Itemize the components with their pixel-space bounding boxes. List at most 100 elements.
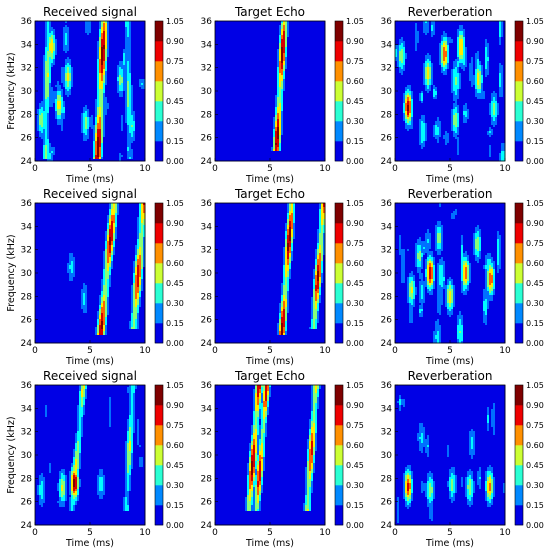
colorbar-tick-label: 0.75	[526, 57, 544, 66]
y-tick-label: 36	[21, 199, 33, 209]
colorbar-tick-label: 0.30	[166, 481, 184, 490]
colorbar-band	[155, 303, 163, 323]
y-tick-label: 36	[201, 381, 213, 391]
colorbar-tick-label: 0.00	[346, 157, 364, 166]
y-tick-label: 26	[21, 134, 33, 144]
colorbar-band	[515, 465, 523, 485]
colorbar-tick-label: 0.30	[166, 299, 184, 308]
x-axis-label: Time (ms)	[245, 538, 294, 549]
y-axis-label: Frequency (kHz)	[6, 416, 17, 493]
colorbar-band	[155, 505, 163, 525]
x-tick-label: 0	[392, 164, 398, 174]
colorbar-band	[155, 21, 163, 41]
colorbar-tick-label: 0.90	[166, 37, 184, 46]
colorbar-band	[155, 385, 163, 405]
colorbar-band	[515, 243, 523, 263]
panel-title: Target Echo	[234, 369, 305, 383]
y-tick-label: 36	[21, 381, 33, 391]
y-tick-label: 30	[381, 269, 393, 279]
y-tick-label: 26	[201, 134, 213, 144]
colorbar-tick-label: 0.15	[526, 137, 544, 146]
y-tick-label: 34	[21, 40, 33, 50]
colorbar-band	[155, 485, 163, 505]
colorbar-band	[515, 445, 523, 465]
colorbar-band	[155, 121, 163, 141]
colorbar-band	[335, 101, 343, 121]
colorbar-tick-label: 0.30	[526, 481, 544, 490]
colorbar-tick-label: 0.90	[526, 37, 544, 46]
heatmap-cells	[215, 385, 325, 525]
colorbar-band	[335, 41, 343, 61]
panel-title: Received signal	[43, 187, 137, 201]
x-tick-label: 5	[447, 346, 453, 356]
colorbar-band	[335, 81, 343, 101]
colorbar-band	[155, 323, 163, 343]
y-tick-label: 32	[21, 246, 32, 256]
panel-title: Reverberation	[408, 187, 493, 201]
y-tick-label: 30	[381, 87, 393, 97]
colorbar-tick-label: 1.05	[166, 199, 184, 208]
colorbar-band	[155, 465, 163, 485]
y-tick-label: 36	[201, 17, 213, 27]
colorbar-band	[335, 243, 343, 263]
x-tick-label: 5	[447, 164, 453, 174]
colorbar-tick-label: 0.75	[166, 421, 184, 430]
x-axis-label: Time (ms)	[425, 538, 474, 549]
colorbar-tick-label: 0.90	[346, 401, 364, 410]
colorbar-band	[335, 323, 343, 343]
colorbar-tick-label: 0.15	[346, 137, 364, 146]
heatmap-cells	[395, 203, 505, 343]
colorbar-tick-label: 0.00	[346, 339, 364, 348]
colorbar-band	[515, 61, 523, 81]
colorbar-band	[335, 263, 343, 283]
colorbar-tick-label: 0.90	[166, 219, 184, 228]
y-tick-label: 32	[381, 246, 392, 256]
colorbar: 0.000.150.300.450.600.750.901.05	[155, 381, 184, 530]
y-tick-label: 32	[201, 64, 212, 74]
y-tick-label: 34	[201, 404, 213, 414]
colorbar-tick-label: 0.15	[346, 501, 364, 510]
colorbar-tick-label: 0.45	[346, 97, 364, 106]
y-tick-label: 24	[201, 521, 213, 531]
colorbar-tick-label: 0.90	[346, 37, 364, 46]
colorbar-band	[515, 21, 523, 41]
colorbar-band	[335, 223, 343, 243]
heatmap-cells	[395, 21, 505, 161]
colorbar: 0.000.150.300.450.600.750.901.05	[335, 17, 364, 166]
colorbar-tick-label: 0.60	[526, 77, 544, 86]
colorbar-tick-label: 0.00	[166, 157, 184, 166]
x-tick-label: 10	[319, 164, 331, 174]
colorbar-tick-label: 1.05	[526, 17, 544, 26]
heatmap-cells	[35, 203, 145, 343]
x-axis-label: Time (ms)	[65, 538, 114, 549]
colorbar-band	[515, 263, 523, 283]
y-tick-label: 36	[381, 199, 393, 209]
y-tick-label: 32	[381, 64, 392, 74]
x-tick-label: 10	[139, 346, 151, 356]
y-tick-label: 34	[201, 40, 213, 50]
heatmap-cells	[35, 21, 145, 161]
colorbar-tick-label: 0.60	[166, 77, 184, 86]
colorbar-band	[155, 203, 163, 223]
x-tick-label: 5	[267, 164, 273, 174]
x-tick-label: 0	[212, 346, 218, 356]
y-tick-label: 32	[201, 246, 212, 256]
colorbar-tick-label: 0.75	[346, 421, 364, 430]
x-tick-label: 5	[267, 346, 273, 356]
colorbar-band	[335, 405, 343, 425]
y-tick-label: 30	[21, 269, 33, 279]
x-tick-label: 5	[447, 528, 453, 538]
x-tick-label: 10	[319, 528, 331, 538]
colorbar-tick-label: 0.00	[526, 521, 544, 530]
colorbar-band	[515, 505, 523, 525]
colorbar-band	[335, 465, 343, 485]
y-tick-label: 26	[21, 498, 33, 508]
colorbar-tick-label: 0.15	[526, 501, 544, 510]
heatmap-cells	[215, 21, 325, 161]
colorbar-tick-label: 0.45	[346, 461, 364, 470]
colorbar-band	[335, 505, 343, 525]
y-tick-label: 32	[21, 64, 32, 74]
y-tick-label: 24	[381, 339, 393, 349]
colorbar-band	[155, 445, 163, 465]
